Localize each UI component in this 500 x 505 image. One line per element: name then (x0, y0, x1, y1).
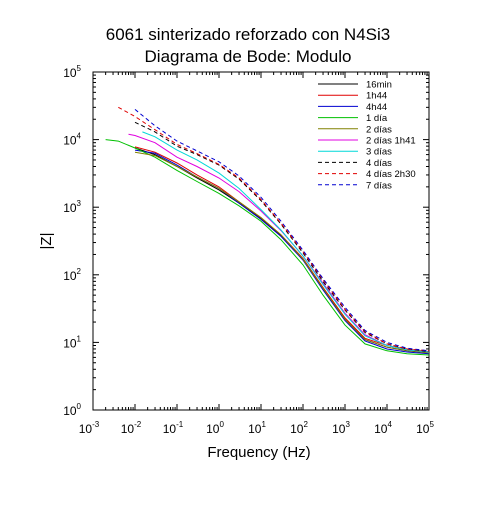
series-line (118, 106, 430, 352)
legend-label: 4 días (366, 158, 392, 169)
x-tick-label: 10-2 (121, 420, 142, 436)
legend-label: 4h44 (366, 102, 387, 113)
x-tick-label: 104 (374, 420, 392, 436)
legend-label: 16min (366, 80, 392, 91)
series-line (134, 149, 430, 355)
legend-label: 2 días 1h41 (366, 136, 416, 147)
x-tick-label: 10-3 (79, 420, 100, 436)
legend-label: 7 días (366, 180, 392, 191)
y-tick-label: 101 (63, 334, 81, 350)
legend-label: 1 día (366, 113, 388, 124)
x-tick-label: 105 (416, 420, 434, 436)
x-tick-label: 103 (332, 420, 350, 436)
y-tick-label: 104 (63, 132, 81, 148)
x-tick-label: 101 (248, 420, 266, 436)
series-line (142, 131, 430, 353)
y-tick-label: 102 (63, 267, 81, 283)
y-tick-label: 100 (63, 402, 81, 418)
x-tick-label: 10-1 (163, 420, 184, 436)
ticks-layer: 10-3 10-2 10-1 100 101 102 103 104 105 100 101 102 1… (63, 64, 434, 436)
x-tick-label: 102 (290, 420, 308, 436)
series-line (134, 109, 430, 352)
x-tick-label: 100 (206, 420, 224, 436)
y-axis-label: |Z| (38, 233, 55, 250)
x-axis-label: Frequency (Hz) (207, 444, 310, 461)
series-line (134, 151, 430, 354)
legend-label: 4 días 2h30 (366, 169, 416, 180)
y-tick-label: 105 (63, 64, 81, 80)
series-line (128, 133, 430, 353)
chart-title: 6061 sinterizado reforzado con N4Si3 (106, 25, 390, 44)
series-layer (105, 106, 430, 356)
legend-label: 2 días (366, 124, 392, 135)
y-tick-label: 103 (63, 199, 81, 215)
legend-label: 1h44 (366, 91, 387, 102)
chart-subtitle: Diagrama de Bode: Modulo (145, 47, 352, 66)
legend-label: 3 días (366, 147, 392, 158)
